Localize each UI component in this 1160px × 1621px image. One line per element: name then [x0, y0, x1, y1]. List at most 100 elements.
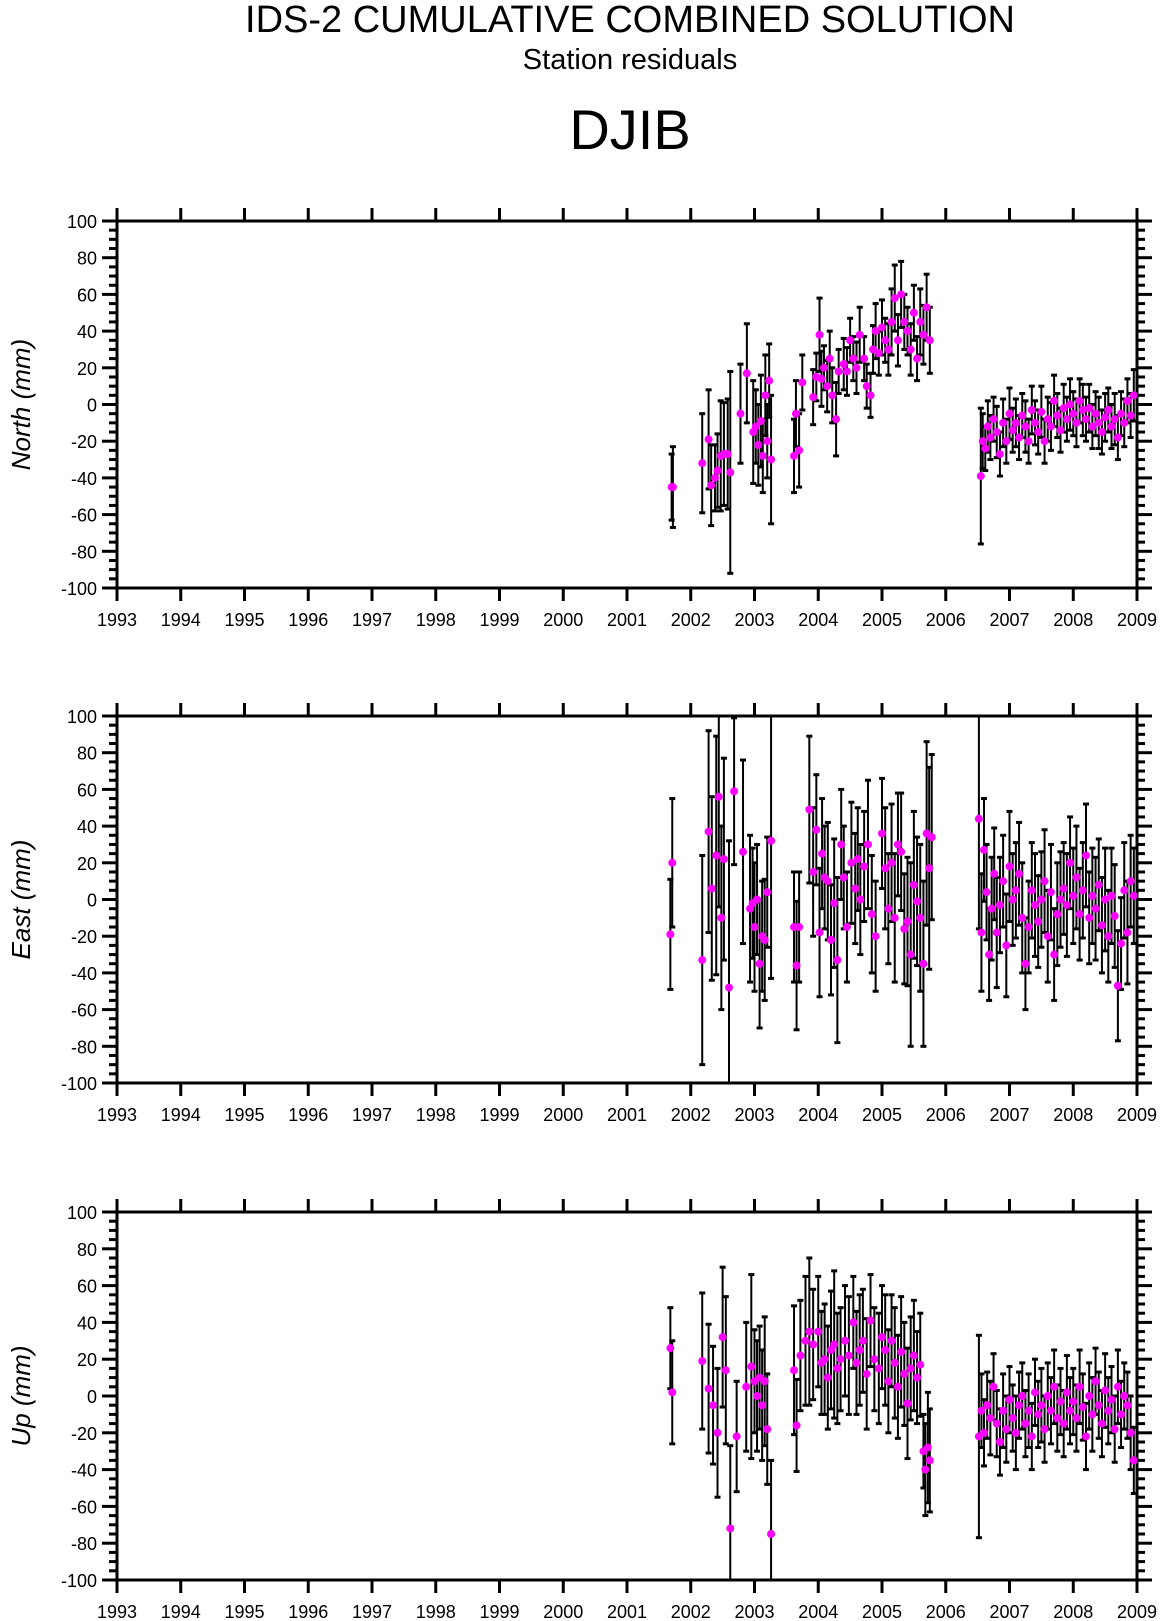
- x-tick-label: 2001: [607, 1105, 647, 1125]
- data-point: [713, 1428, 722, 1437]
- data-point: [1046, 422, 1055, 431]
- data-point: [750, 923, 759, 932]
- data-point: [925, 864, 934, 873]
- data-point: [753, 895, 762, 904]
- data-point: [1034, 917, 1043, 926]
- data-point: [1034, 428, 1043, 437]
- data-point: [1097, 921, 1106, 930]
- data-point: [704, 1384, 713, 1393]
- data-point: [1088, 891, 1097, 900]
- data-point: [1126, 1428, 1135, 1437]
- data-point: [866, 1316, 875, 1325]
- data-point: [1097, 1419, 1106, 1428]
- data-point: [842, 367, 851, 376]
- data-point: [995, 901, 1004, 910]
- data-point: [1129, 891, 1137, 900]
- data-point: [992, 1419, 1001, 1428]
- data-point: [761, 391, 770, 400]
- data-point: [985, 950, 994, 959]
- x-tick-label: 1999: [479, 1602, 519, 1621]
- data-point: [1008, 426, 1017, 435]
- data-point: [1018, 411, 1027, 420]
- data-point: [1117, 939, 1126, 948]
- data-point: [916, 913, 925, 922]
- data-point: [1110, 415, 1119, 424]
- data-point: [1050, 950, 1059, 959]
- y-tick-label: 20: [77, 359, 97, 379]
- data-point: [913, 354, 922, 363]
- data-point: [795, 923, 804, 932]
- data-point: [709, 1401, 718, 1410]
- data-point: [1126, 411, 1135, 420]
- x-tick-label: 2009: [1117, 610, 1157, 630]
- data-point: [1097, 428, 1106, 437]
- data-point: [990, 869, 999, 878]
- x-tick-label: 2004: [798, 610, 838, 630]
- data-point: [1031, 418, 1039, 427]
- data-point: [1129, 391, 1137, 400]
- data-point: [1008, 1414, 1017, 1423]
- data-point: [1120, 1392, 1129, 1400]
- data-point: [668, 1388, 677, 1397]
- data-point: [903, 917, 912, 926]
- data-point: [1046, 888, 1055, 897]
- x-tick-label: 2008: [1053, 1602, 1093, 1621]
- data-point: [916, 1360, 925, 1369]
- data-point: [1094, 418, 1103, 427]
- x-tick-label: 2002: [671, 1602, 711, 1621]
- x-tick-label: 2005: [862, 1105, 902, 1125]
- data-point: [999, 877, 1008, 886]
- data-point: [1078, 1403, 1087, 1412]
- data-point: [906, 345, 915, 354]
- data-point: [763, 888, 772, 897]
- x-tick-label: 1998: [416, 1105, 456, 1125]
- data-point: [897, 290, 906, 299]
- data-point: [1069, 409, 1078, 418]
- data-point: [833, 1364, 842, 1373]
- data-point: [1113, 1382, 1122, 1391]
- x-tick-label: 1999: [479, 1105, 519, 1125]
- data-point: [758, 451, 767, 460]
- data-point: [977, 928, 986, 937]
- data-point: [790, 1366, 799, 1375]
- data-point: [830, 899, 839, 908]
- y-tick-label: 40: [77, 1313, 97, 1333]
- data-point: [916, 317, 925, 326]
- x-tick-label: 1993: [97, 1105, 137, 1125]
- data-point: [1018, 1392, 1027, 1400]
- data-point: [726, 468, 735, 477]
- data-point: [1027, 1432, 1036, 1441]
- data-point: [866, 391, 875, 400]
- data-point: [796, 1351, 805, 1360]
- data-point: [1059, 884, 1068, 893]
- data-point: [852, 1358, 861, 1367]
- data-point: [906, 1364, 915, 1373]
- data-point: [870, 1355, 879, 1364]
- data-point: [849, 354, 858, 363]
- data-point: [767, 836, 776, 845]
- data-point: [1056, 1397, 1065, 1406]
- data-point: [1031, 901, 1039, 910]
- data-point: [1085, 913, 1094, 922]
- data-point: [925, 336, 934, 345]
- data-point: [909, 308, 918, 317]
- data-point: [805, 1327, 814, 1336]
- x-tick-label: 2006: [926, 610, 966, 630]
- data-point: [1104, 932, 1113, 941]
- data-point: [839, 873, 848, 882]
- data-point: [755, 959, 764, 968]
- x-tick-label: 1996: [288, 610, 328, 630]
- data-point: [1053, 411, 1062, 420]
- y-tick-label: -100: [61, 1571, 97, 1591]
- data-point: [900, 924, 909, 933]
- data-point: [792, 1421, 801, 1430]
- data-point: [919, 959, 928, 968]
- data-point: [751, 422, 760, 431]
- data-point: [863, 840, 872, 849]
- data-point: [1040, 1425, 1049, 1434]
- data-point: [906, 950, 915, 959]
- data-point: [862, 1369, 871, 1378]
- station-name: DJIB: [569, 98, 691, 161]
- y-tick-label: 0: [87, 396, 97, 416]
- x-tick-label: 2005: [862, 1602, 902, 1621]
